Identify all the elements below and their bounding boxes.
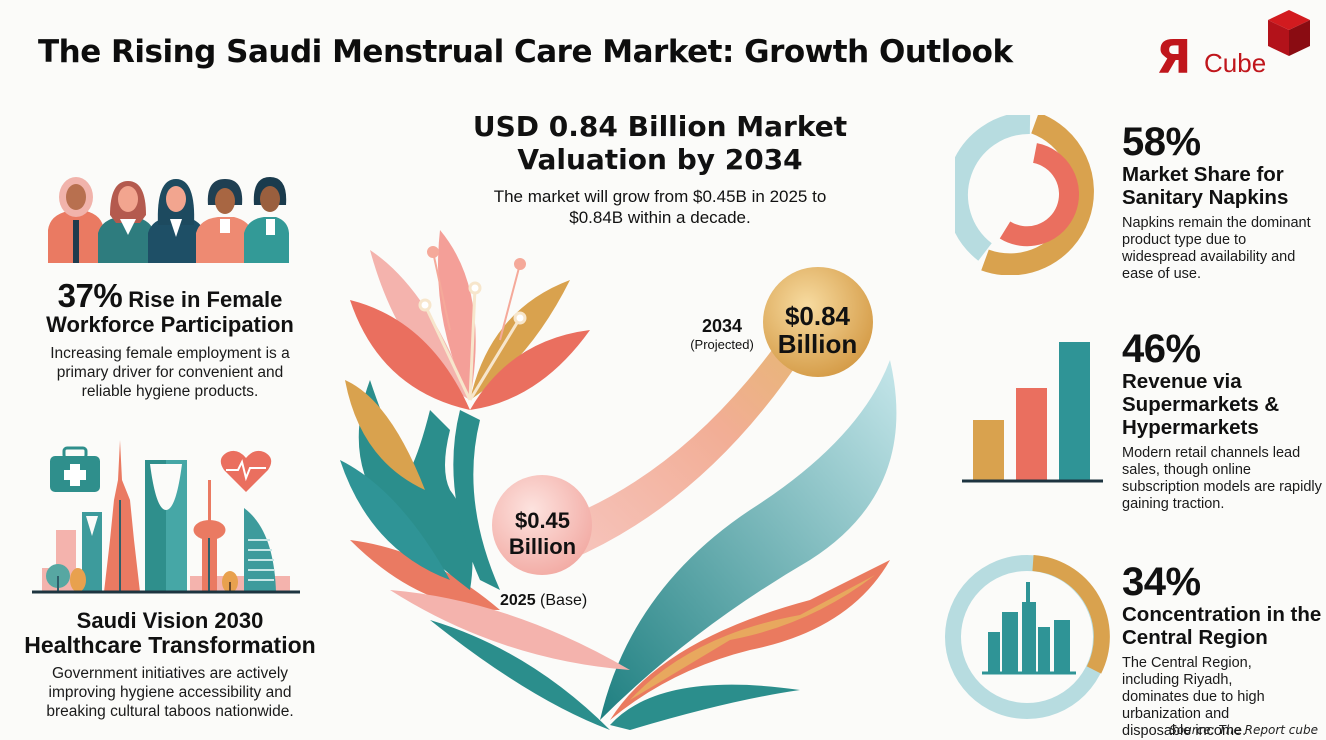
central-region-stat: 34% Concentration in the Central Region … xyxy=(1122,561,1322,740)
projected-year-label: 2034 (Projected) xyxy=(682,316,762,352)
headline-line1: USD 0.84 Billion Market xyxy=(472,110,848,143)
market-valuation-headline: USD 0.84 Billion Market Valuation by 203… xyxy=(440,110,880,176)
page-title: The Rising Saudi Menstrual Care Market: … xyxy=(38,34,1013,70)
projected-unit: Billion xyxy=(777,329,858,359)
projected-year: 2034 xyxy=(701,316,743,336)
projected-value-bubble: $0.84 Billion xyxy=(760,302,875,358)
flower-growth-illustration xyxy=(340,230,897,730)
workforce-description: Increasing female employment is a primar… xyxy=(50,345,290,400)
workforce-percent: 37% xyxy=(57,277,123,314)
headline-line2: Valuation by 2034 xyxy=(517,143,803,176)
workforce-headline: Rise in Female xyxy=(128,287,283,312)
base-value-bubble: $0.45 Billion xyxy=(480,508,605,560)
projected-tag: (Projected) xyxy=(690,337,754,352)
city-ring-icon xyxy=(945,555,1110,719)
napkins-description: Napkins remain the dominant product type… xyxy=(1122,215,1311,282)
napkins-stat: 58% Market Share for Sanitary Napkins Na… xyxy=(1122,121,1322,283)
vision-headline-line2: Healthcare Transformation xyxy=(24,632,316,658)
base-tag: (Base) xyxy=(540,592,588,609)
bar-chart-icon xyxy=(962,342,1103,483)
report-cube-logo: Я Cube xyxy=(1150,8,1325,83)
base-year-label: 2025 (Base) xyxy=(500,592,587,610)
retail-headline: Revenue via Supermarkets & Hypermarkets xyxy=(1122,370,1280,439)
donut-chart-icon xyxy=(955,115,1094,275)
women-professionals-icon xyxy=(48,177,289,263)
vision-description: Government initiatives are actively impr… xyxy=(46,665,294,720)
logo-text: Cube xyxy=(1204,48,1267,78)
logo-letter: Я xyxy=(1156,30,1192,84)
retail-description: Modern retail channels lead sales, thoug… xyxy=(1122,445,1322,512)
vision-headline-line1: Saudi Vision 2030 xyxy=(76,608,264,633)
market-growth-subtitle: The market will grow from $0.45B in 2025… xyxy=(493,187,827,227)
workforce-stat: 37% Rise in Female Workforce Participati… xyxy=(20,279,320,401)
napkins-headline: Market Share for Sanitary Napkins xyxy=(1122,163,1289,209)
retail-stat: 46% Revenue via Supermarkets & Hypermark… xyxy=(1122,328,1322,513)
base-unit: Billion xyxy=(508,534,577,559)
central-percent: 34% xyxy=(1122,560,1201,604)
projected-value: $0.84 xyxy=(784,301,851,331)
source-note: Source: The Report cube xyxy=(1169,723,1318,737)
retail-percent: 46% xyxy=(1122,327,1201,371)
workforce-headline-line2: Workforce Participation xyxy=(46,312,294,337)
saudi-skyline-icon xyxy=(32,440,300,594)
vision-2030-stat: Saudi Vision 2030 Healthcare Transformat… xyxy=(20,608,320,721)
central-description: The Central Region, including Riyadh, do… xyxy=(1122,655,1265,739)
central-headline: Concentration in the Central Region xyxy=(1122,603,1322,649)
base-year: 2025 xyxy=(500,592,536,609)
cube-icon xyxy=(1268,10,1310,56)
base-value: $0.45 xyxy=(514,508,571,533)
napkins-percent: 58% xyxy=(1122,120,1201,164)
